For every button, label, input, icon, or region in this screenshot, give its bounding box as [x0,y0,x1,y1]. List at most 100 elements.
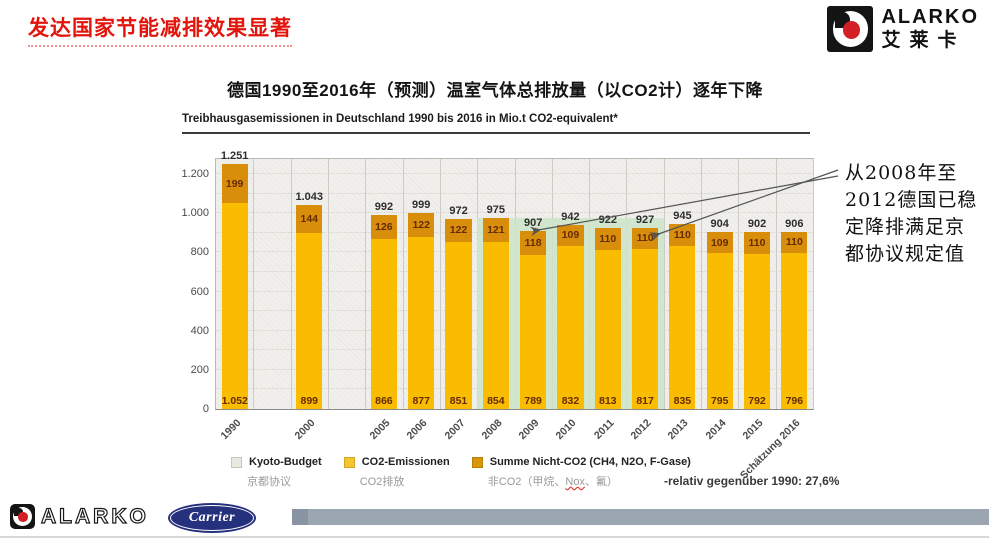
nonco2-value-label: 122 [449,224,468,237]
nonco2-segment [520,231,547,255]
co2-value-label: 1.052 [221,395,248,407]
nonco2-value-label: 110 [785,236,803,249]
y-axis-tick-label: 0 [202,403,209,415]
total-value-label: 945 [673,210,692,222]
legend-entry: Summe Nicht-CO2 (CH4, N2O, F-Gase) 非CO2（甲… [471,456,691,489]
alarko-footer-icon-swirl [14,507,23,516]
footer-divider-bar [292,509,989,525]
co2-value-label: 832 [561,395,580,407]
nox-spellcheck-underline: Nox [565,476,585,488]
nonco2-value-label: 121 [487,223,505,236]
total-value-label: 1.043 [295,190,324,203]
legend-label: Kyoto-Budget [249,456,322,468]
nonco2-value-label: 110 [636,232,654,245]
chart-column: 122 877 999 [403,159,441,409]
annotation-text: 从2008年至 2012德国已稳 定降排满足京 都协议规定值 [845,160,987,268]
chart-column: 109 832 942 [551,159,591,409]
chart-column: 110 792 902 [738,159,777,409]
legend-label-cn: CO2排放 [359,476,405,488]
co2-segment [482,241,509,409]
nonco2-value-label: 126 [375,221,393,234]
nonco2-segment [221,164,248,204]
co2-value-label: 866 [375,395,393,407]
y-axis-tick-label: 1.200 [181,168,209,181]
legend-entry: CO2-Emissionen CO2排放 [343,456,450,489]
chart-legend: Kyoto-Budget 京都协议 CO2-Emissionen CO2排放 Summe… [231,456,691,489]
y-axis-tick-label: 800 [190,246,209,259]
stacked-bar: 110 817 927 [632,214,659,409]
chart-column: 110 796 906 [776,159,814,409]
alarko-icon-dot [842,21,861,39]
stacked-bar: 109 795 904 [706,218,733,409]
stacked-bar: 110 792 902 [743,218,771,409]
stacked-bar: 121 854 975 [482,204,509,409]
stacked-bar: 110 796 906 [781,218,808,409]
legend-label-cn: 非CO2（甲烷、Nox、氟） [487,476,618,488]
chart-column: 110 817 927 [626,159,665,409]
co2-value-label: 795 [710,395,729,407]
total-value-label: 972 [449,204,468,217]
alarko-footer-wordmark: ALARKO [40,504,149,528]
stacked-bar: 109 832 942 [557,211,584,409]
chart-column: 126 866 992 [365,159,404,409]
alarko-footer-icon-dot [18,512,28,522]
slide-bottom-edge [0,536,989,538]
nonco2-value-label: 110 [748,237,766,250]
chart-note: -relativ gegenüber 1990: 27,6% [664,474,840,488]
nonco2-segment [482,218,509,242]
legend-entry: Kyoto-Budget 京都协议 [231,456,322,489]
total-value-label: 922 [598,214,617,227]
total-value-label: 902 [747,218,767,231]
total-value-label: 1.251 [220,150,249,163]
page-title: 发达国家节能减排效果显著 [28,12,292,47]
alarko-brand-icon [827,6,874,52]
co2-segment [370,239,397,409]
co2-value-label: 796 [785,395,804,407]
nonco2-segment [445,218,472,243]
co2-value-label: 851 [449,395,468,407]
co2-segment [706,253,733,409]
co2-value-label: 854 [487,395,505,407]
legend-swatch [471,456,483,468]
total-value-label: 907 [523,217,543,230]
nonco2-segment [408,213,435,238]
annotation-line: 都协议规定值 [845,243,966,265]
carrier-logo-inner: Carrier [170,505,254,531]
total-value-label: 927 [635,213,655,226]
nonco2-segment [781,231,808,254]
stacked-bar: 199 1.052 1.251 [221,150,248,409]
total-value-label: 975 [486,204,506,217]
legend-label: Summe Nicht-CO2 (CH4, N2O, F-Gase) [489,456,691,468]
co2-segment [445,242,472,409]
co2-segment [520,254,547,409]
chart-column: 109 795 904 [701,159,740,409]
chart-subtitle: Treibhausgasemissionen in Deutschland 19… [182,113,618,125]
stacked-bar: 118 789 907 [520,217,547,409]
y-axis-tick-label: 200 [190,363,209,376]
alarko-brand-name-cn: 艾莱卡 [881,30,966,52]
nonco2-segment [370,214,397,240]
alarko-brand-name: ALARKO [881,6,979,29]
total-value-label: 904 [710,218,729,231]
legend-label: CO2-Emissionen [361,456,450,468]
y-axis-tick-label: 400 [190,324,209,337]
legend-swatch [343,456,355,468]
co2-value-label: 835 [673,395,692,407]
subtitle-rule [182,132,810,134]
chart-column: 110 835 945 [664,159,703,409]
co2-value-label: 817 [636,395,654,407]
co2-segment [781,253,808,409]
nonco2-value-label: 109 [710,236,729,249]
nonco2-value-label: 118 [524,237,542,249]
chart-column: 199 1.052 1.251 [216,150,255,409]
nonco2-value-label: 109 [561,229,580,242]
chart-column: 110 813 922 [589,159,628,409]
alarko-logo-top: ALARKO 艾莱卡 [827,6,979,52]
annotation-line: 从2008年至 [845,162,958,184]
co2-value-label: 813 [599,395,617,407]
stacked-bar: 122 877 999 [408,199,435,409]
co2-segment [632,249,659,409]
co2-segment [221,203,248,409]
annotation-line: 定降排满足京 [845,216,966,238]
co2-segment [669,245,696,409]
